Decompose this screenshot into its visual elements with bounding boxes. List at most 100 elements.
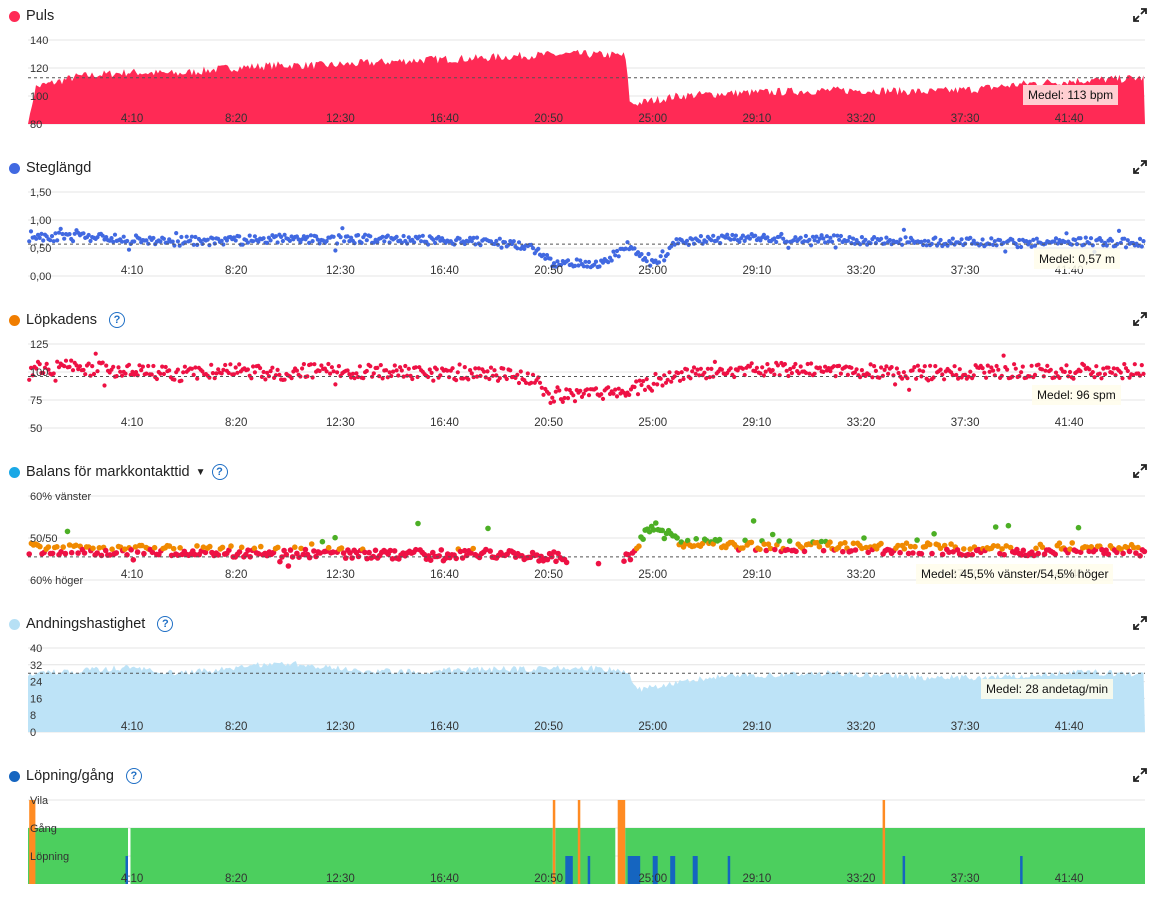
- data-point: [88, 238, 93, 244]
- data-point: [255, 551, 262, 557]
- data-point: [102, 547, 109, 554]
- expand-icon[interactable]: [1133, 8, 1147, 22]
- data-point: [667, 370, 672, 375]
- data-point: [980, 237, 985, 242]
- expand-icon[interactable]: [1133, 616, 1147, 630]
- y-tick-label: 100: [30, 367, 48, 379]
- data-point: [362, 549, 368, 556]
- data-point: [658, 254, 663, 259]
- data-point: [226, 370, 231, 376]
- data-point: [436, 234, 441, 240]
- data-point: [961, 546, 967, 552]
- data-point: [529, 380, 534, 385]
- x-tick-label: 41:40: [1055, 113, 1084, 125]
- data-point: [803, 233, 809, 239]
- data-point: [966, 374, 971, 379]
- data-point: [325, 544, 332, 551]
- data-point: [342, 555, 349, 561]
- data-point: [662, 258, 667, 263]
- data-point: [382, 239, 387, 244]
- help-icon[interactable]: ?: [211, 464, 228, 480]
- data-point: [34, 236, 39, 241]
- data-point: [109, 236, 114, 241]
- data-point: [868, 362, 873, 367]
- data-point: [616, 254, 621, 259]
- expand-icon[interactable]: [1133, 768, 1147, 782]
- data-point: [854, 367, 859, 372]
- data-point: [1105, 551, 1112, 557]
- data-point: [1120, 376, 1125, 381]
- data-point: [461, 376, 466, 381]
- data-point: [158, 239, 163, 244]
- data-point: [461, 547, 468, 554]
- data-point: [653, 371, 658, 377]
- data-point: [1053, 236, 1059, 241]
- data-point: [287, 547, 294, 553]
- data-point: [371, 371, 376, 376]
- x-tick-label: 37:30: [951, 265, 980, 277]
- data-point: [301, 362, 306, 367]
- data-point: [401, 233, 406, 239]
- data-point: [310, 239, 315, 244]
- run-walk-segment: [577, 800, 581, 884]
- expand-icon[interactable]: [1133, 160, 1147, 174]
- help-icon[interactable]: ?: [125, 768, 142, 784]
- data-point: [48, 238, 53, 243]
- run-walk-header: Löpning/gång ?: [9, 766, 142, 786]
- data-point: [583, 259, 588, 264]
- data-point: [364, 238, 369, 243]
- data-point: [219, 371, 224, 376]
- data-point: [997, 550, 1003, 557]
- data-point: [555, 385, 560, 390]
- data-point: [1069, 242, 1074, 247]
- data-point: [119, 239, 125, 244]
- x-tick-label: 41:40: [1055, 721, 1084, 733]
- data-point: [767, 545, 774, 552]
- data-point: [251, 364, 256, 369]
- data-point: [850, 540, 857, 547]
- data-point: [151, 544, 158, 551]
- data-point: [354, 371, 359, 376]
- data-point: [910, 550, 916, 556]
- data-point: [793, 548, 799, 555]
- data-point: [1092, 375, 1097, 380]
- y-tick-label: 120: [30, 63, 48, 75]
- run-walk-segment: [28, 828, 128, 884]
- data-point: [193, 365, 198, 370]
- data-point: [125, 238, 130, 244]
- data-point: [879, 365, 884, 370]
- y-tick-label: 60% vänster: [30, 491, 91, 503]
- y-tick-label: Vila: [30, 795, 49, 807]
- data-point: [124, 552, 130, 558]
- data-point: [387, 370, 392, 375]
- run-walk-segment: [125, 856, 128, 884]
- data-point: [123, 371, 128, 376]
- data-point: [684, 238, 690, 243]
- data-point: [901, 370, 907, 375]
- help-icon[interactable]: ?: [108, 312, 125, 328]
- data-point: [816, 239, 821, 244]
- data-point: [1088, 236, 1094, 241]
- y-tick-label: 50: [30, 423, 42, 435]
- data-point: [270, 365, 275, 370]
- data-point: [571, 393, 576, 398]
- data-point: [261, 369, 266, 375]
- data-point: [96, 545, 103, 551]
- chevron-down-icon[interactable]: ▼: [195, 466, 206, 478]
- run-walk-chart: Vila Gång Löpning 4:10 8:20 12:30 16:40 20:50 25…: [28, 795, 1145, 885]
- data-point: [650, 527, 657, 533]
- respiration-panel: Andningshastighet ? 0 8 16 24 32 40 4:10 8:20 12…: [0, 610, 1159, 762]
- expand-icon[interactable]: [1133, 464, 1147, 478]
- expand-icon[interactable]: [1133, 312, 1147, 326]
- run-walk-segment: [902, 856, 906, 884]
- data-point: [265, 370, 270, 375]
- data-point: [317, 550, 324, 556]
- data-point: [228, 362, 233, 367]
- data-point: [1003, 543, 1010, 549]
- data-point: [118, 369, 123, 374]
- help-icon[interactable]: ?: [157, 616, 174, 632]
- data-point: [251, 239, 256, 244]
- data-point: [1020, 364, 1025, 369]
- data-point: [319, 538, 326, 545]
- data-point: [1012, 362, 1017, 367]
